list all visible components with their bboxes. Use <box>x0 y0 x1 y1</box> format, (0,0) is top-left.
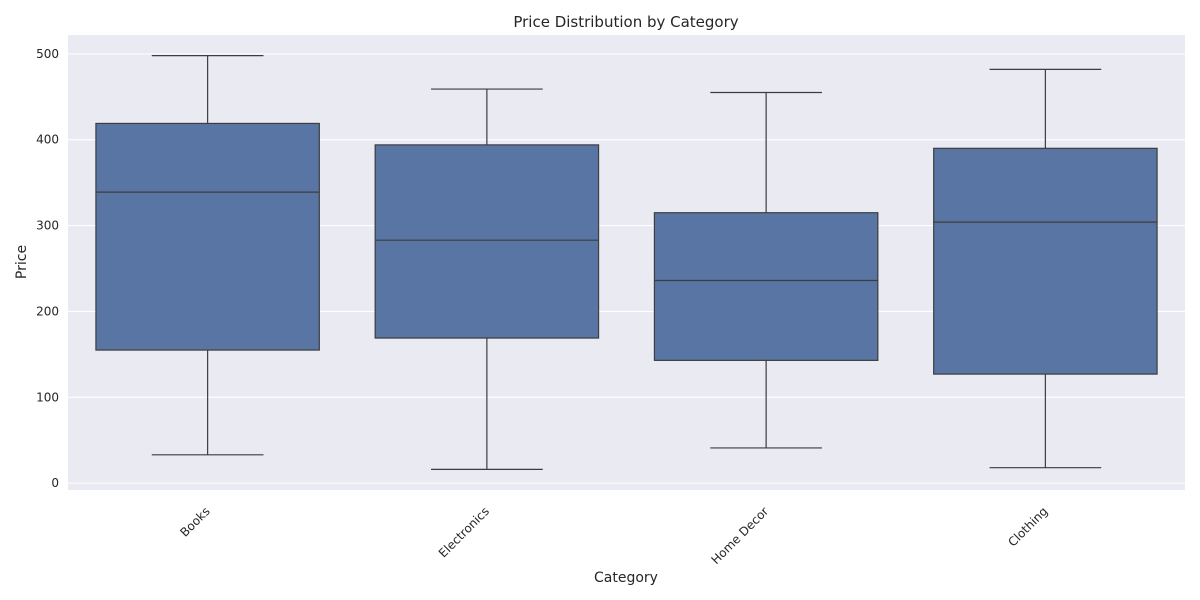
iqr-box <box>653 212 879 361</box>
box-books <box>95 55 320 456</box>
iqr-box <box>95 122 320 351</box>
y-axis-label: Price <box>14 245 30 279</box>
boxes <box>95 55 1158 470</box>
y-tick-label: 500 <box>36 47 59 61</box>
chart-title: Price Distribution by Category <box>513 13 738 31</box>
x-tick-label: Clothing <box>1005 504 1050 549</box>
iqr-box <box>933 147 1158 375</box>
x-tick-label: Electronics <box>436 504 492 560</box>
box-home-decor <box>653 91 879 449</box>
y-tick-label: 0 <box>51 476 59 490</box>
iqr-box <box>374 144 600 339</box>
x-axis-ticks: Books Electronics Home Decor Clothing <box>177 504 1050 567</box>
y-axis-ticks: 0 100 200 300 400 500 <box>36 47 59 490</box>
y-tick-label: 300 <box>36 219 59 233</box>
box-electronics <box>374 88 600 470</box>
x-tick-label: Books <box>177 504 212 539</box>
y-tick-label: 400 <box>36 133 59 147</box>
x-tick-label: Home Decor <box>708 504 771 567</box>
y-tick-label: 100 <box>36 390 59 404</box>
box-clothing <box>933 68 1158 469</box>
y-tick-label: 200 <box>36 304 59 318</box>
x-axis-label: Category <box>594 570 658 586</box>
